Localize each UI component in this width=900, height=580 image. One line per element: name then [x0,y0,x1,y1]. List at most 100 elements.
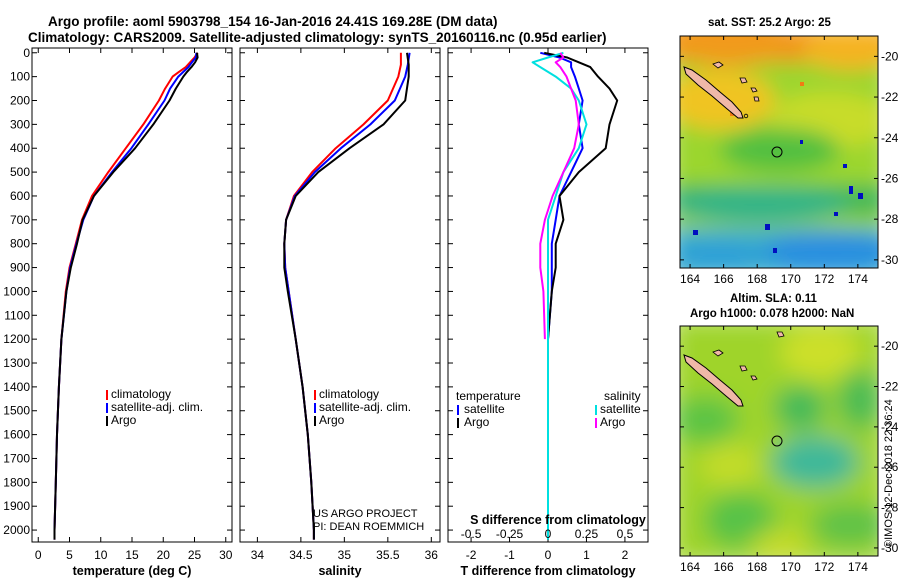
depth-tick-label: 1800 [3,475,30,489]
depth-tick-label: 1200 [3,332,30,346]
legend-label: satellite-adj. clim. [319,400,411,414]
map-y-tick-label: -28 [881,501,899,515]
map-y-tick-label: -26 [881,460,899,474]
series-line-argo [53,52,199,540]
x-tick-label: 20 [157,548,171,562]
sla-map-ticks: 164 166 168 170 172 174 -20 -22 -24 -26 -28 -30 [680,326,899,574]
series-line-satellite [531,51,588,540]
x-tick-label: 5 [66,548,73,562]
x-tick-label: 34 [251,548,265,562]
x-tick-label: 30 [219,548,233,562]
sst-float-position-marker [771,146,783,158]
depth-tick-label: 1900 [3,499,30,513]
profile-panels: 0100200300400500600700800900100011001200… [3,46,649,578]
x-tick-label: 10 [94,548,108,562]
legend-label: climatology [111,387,171,401]
sst-map [679,35,879,269]
map-x-tick-label: 164 [680,560,700,574]
series-line-satellite-adj-clim- [283,52,411,540]
legend-label: satellite [464,402,505,416]
depth-tick-label: 200 [10,94,30,108]
x-tick-label: 1 [583,548,590,562]
x-axis-label: T difference from climatology [460,564,635,578]
sla-map-subtitle: Argo h1000: 0.078 h2000: NaN [690,308,854,320]
depth-tick-label: 1600 [3,428,30,442]
title-line-1: Argo profile: aoml 5903798_154 16-Jan-20… [48,14,497,29]
depth-tick-label: 500 [10,165,30,179]
depth-tick-label: 700 [10,213,30,227]
x-tick-label: 35 [338,548,352,562]
depth-tick-label: 1500 [3,404,30,418]
sla-float-position-marker [771,435,783,447]
series-line-climatology [283,52,402,540]
map-y-tick-label: -26 [881,171,899,185]
map-x-tick-label: 164 [680,272,700,286]
series-line-satellite-adj-clim- [53,52,198,540]
map-y-tick-label: -30 [881,541,899,555]
legend-label: satellite [600,402,641,416]
map-x-tick-label: 168 [747,272,767,286]
map-x-tick-label: 166 [714,560,734,574]
imos-credit: ©IMOS 12-Dec-2018 22:36:24 [883,399,895,548]
plot-frame [31,47,233,543]
plot-frame [239,47,441,543]
legend-label: satellite-adj. clim. [111,400,203,414]
series-line-argo [283,52,410,540]
new-caledonia-island [683,66,744,119]
depth-tick-label: 600 [10,189,30,203]
x-tick-label: 0 [35,548,42,562]
sla-map [679,325,879,557]
depth-tick-label: 1300 [3,356,30,370]
map-y-tick-label: -28 [881,212,899,226]
depth-tick-label: 300 [10,117,30,131]
map-x-tick-label: 172 [814,272,834,286]
top-tick-label: -0.5 [461,527,482,541]
map-y-tick-label: -30 [881,253,899,267]
x-axis-label: salinity [318,564,361,578]
legend-label: Argo [111,413,137,427]
depth-tick-label: 1000 [3,284,30,298]
x-axis-label: temperature (deg C) [73,564,192,578]
sla-map-title: Altim. SLA: 0.11 [730,293,818,305]
x-tick-label: 36 [425,548,439,562]
map-x-tick-label: 170 [781,272,801,286]
top-tick-label: 0.5 [617,527,634,541]
x-tick-label: -2 [466,548,477,562]
x-tick-label: 0 [545,548,552,562]
depth-tick-label: 1100 [4,308,30,322]
sst-map-title: sat. SST: 25.2 Argo: 25 [708,17,832,29]
x-tick-label: -1 [504,548,515,562]
series-line-satellite [540,51,584,340]
map-y-tick-label: -20 [881,49,899,63]
map-x-tick-label: 172 [814,560,834,574]
sst-map-ticks: 164 166 168 170 172 174 -20 -22 -24 -26 -28 -30 [680,36,899,286]
x-tick-label: 35.5 [376,548,400,562]
x-tick-label: 15 [125,548,139,562]
map-y-tick-label: -22 [881,90,899,104]
x-tick-label: 34.5 [289,548,313,562]
depth-tick-label: 400 [10,141,30,155]
map-x-tick-label: 166 [714,272,734,286]
pi-credit: PI: DEAN ROEMMICH [313,521,424,533]
top-tick-label: 0 [545,527,552,541]
map-x-tick-label: 170 [781,560,801,574]
legend-label: temperature [456,389,521,403]
temperature-panel: 0100200300400500600700800900100011001200… [3,46,232,578]
x-tick-label: 2 [622,548,629,562]
depth-tick-label: 1700 [3,451,30,465]
legend-label: Argo [600,415,626,429]
salinity-panel: 34 34.5 35 35.5 36 salinity climatologysatelli… [239,47,441,578]
map-x-tick-label: 174 [848,272,868,286]
project-credit: US ARGO PROJECT [313,508,418,520]
map-x-tick-label: 174 [848,560,868,574]
depth-tick-label: 800 [10,237,30,251]
depth-tick-label: 0 [23,46,30,60]
map-y-tick-label: -22 [881,380,899,394]
legend-label: Argo [464,415,490,429]
x-tick-label: 25 [188,548,202,562]
map-x-tick-label: 168 [747,560,767,574]
depth-tick-label: 1400 [3,380,30,394]
top-tick-label: 0.25 [575,527,599,541]
depth-tick-label: 900 [10,261,30,275]
